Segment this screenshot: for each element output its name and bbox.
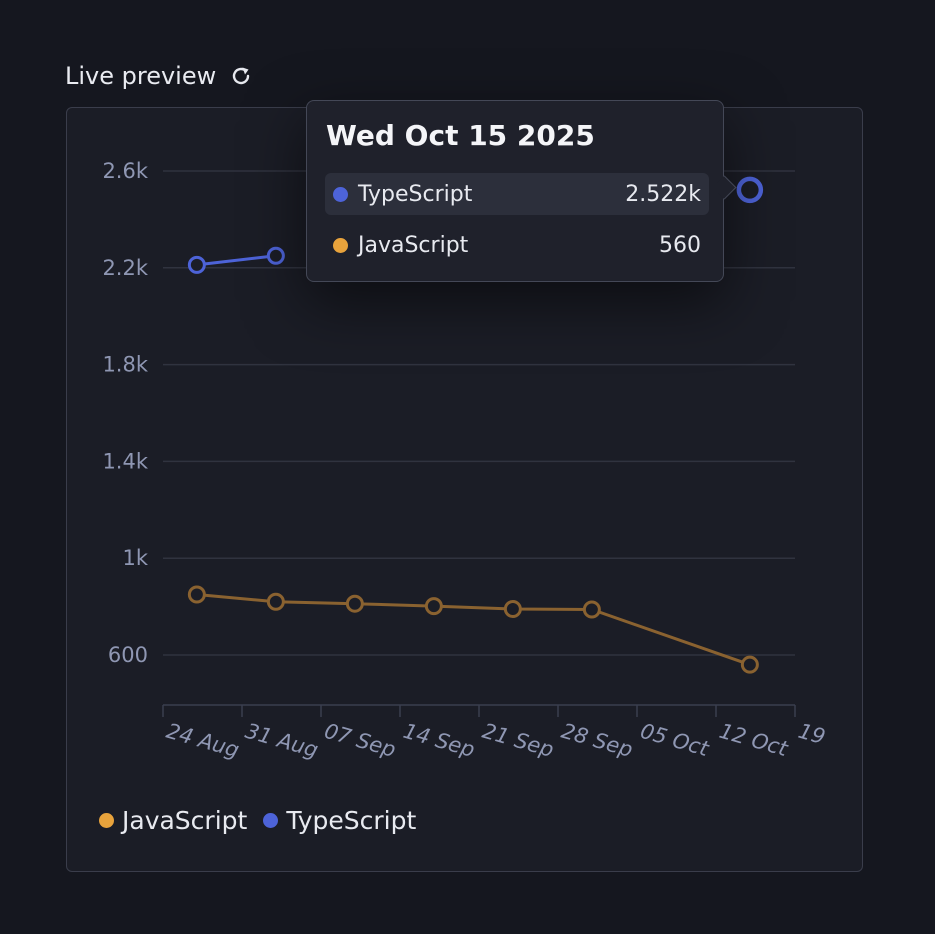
javascript-point [345, 594, 364, 613]
x-tick-label: 05 Oct [638, 719, 712, 761]
y-tick-label: 1.8k [102, 353, 148, 377]
y-tick-label: 2.2k [102, 256, 148, 280]
tooltip-dot-javascript [333, 237, 348, 253]
javascript-point [582, 600, 601, 619]
y-tick-label: 1k [122, 546, 148, 570]
y-tick-label: 1.4k [102, 449, 148, 473]
x-tick-label: 07 Sep [322, 719, 399, 762]
x-tick-label: 31 Aug [243, 719, 321, 763]
javascript-point [503, 600, 522, 619]
x-tick-label: 12 Oct [717, 719, 791, 761]
y-tick-label: 2.6k [102, 159, 148, 183]
y-tick-label: 600 [108, 643, 148, 667]
live-preview-header: Live preview [65, 62, 254, 90]
typescript-point [736, 176, 764, 204]
legend-item-javascript[interactable]: JavaScript [99, 806, 247, 835]
refresh-icon[interactable] [228, 63, 254, 89]
tooltip-row-typescript: TypeScript 2.522k [325, 173, 709, 215]
tooltip-value-javascript: 560 [659, 232, 701, 258]
typescript-point [266, 246, 285, 265]
chart-tooltip: Wed Oct 15 2025 TypeScript 2.522k JavaSc… [306, 100, 724, 282]
series [187, 176, 764, 674]
x-axis: 24 Aug 31 Aug 07 Sep 14 Sep 21 Sep 28 Sep 05 O… [162, 704, 870, 763]
y-axis-ticks: 600 1k 1.4k 1.8k 2.2k 2.6k [102, 159, 148, 667]
tooltip-date: Wed Oct 15 2025 [326, 119, 595, 152]
javascript-point [266, 592, 285, 611]
typescript-point [187, 255, 206, 274]
x-tick-label: 24 Aug [164, 719, 242, 763]
tooltip-label-javascript: JavaScript [358, 232, 469, 258]
x-tick-label: 19 Oct [796, 719, 870, 761]
legend-dot-javascript [99, 813, 114, 828]
javascript-point [187, 585, 206, 604]
javascript-point [424, 597, 443, 616]
x-tick-label: 14 Sep [401, 719, 478, 762]
live-preview-title: Live preview [65, 62, 217, 90]
tooltip-label-typescript: TypeScript [358, 181, 473, 207]
legend-label-javascript: JavaScript [122, 806, 248, 835]
tooltip-row-javascript: JavaScript 560 [325, 224, 709, 266]
tooltip-value-typescript: 2.522k [625, 181, 701, 207]
tooltip-dot-typescript [333, 186, 348, 202]
x-tick-label: 28 Sep [559, 719, 636, 762]
x-tick-label: 21 Sep [480, 719, 557, 762]
legend-item-typescript[interactable]: TypeScript [263, 806, 416, 835]
chart-legend: JavaScript TypeScript [99, 806, 416, 835]
javascript-point [740, 655, 759, 674]
legend-label-typescript: TypeScript [286, 806, 417, 835]
legend-dot-typescript [263, 813, 279, 828]
